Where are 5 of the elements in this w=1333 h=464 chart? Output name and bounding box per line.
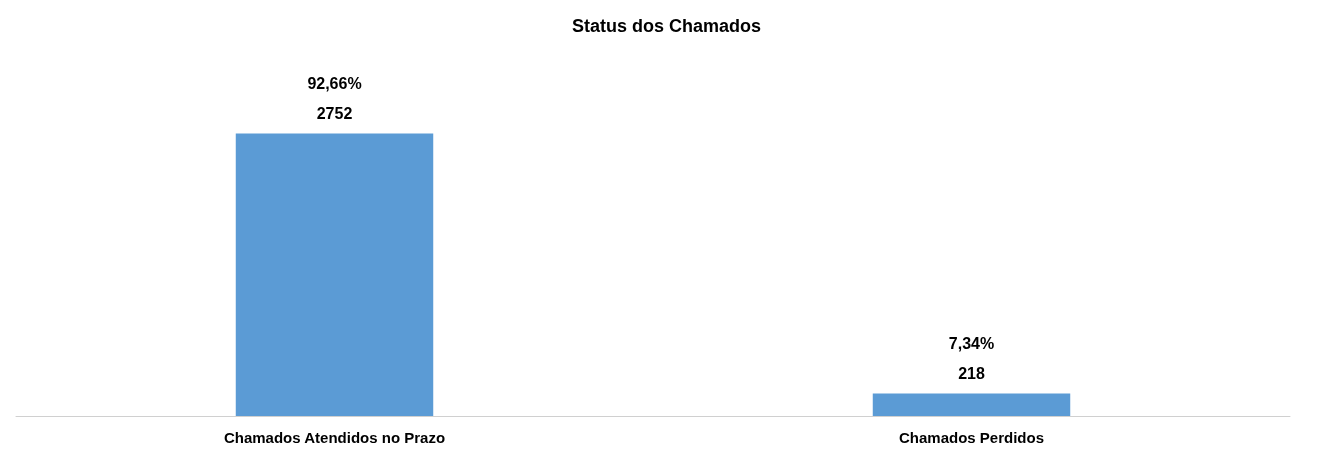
data-label: 92,66% 2752	[307, 74, 362, 122]
chart-title: Status dos Chamados	[571, 16, 762, 36]
data-label: 7,34% 218	[948, 335, 995, 383]
x-tick-label: Chamados Perdidos	[898, 429, 1045, 446]
x-tick-label: Chamados Atendidos no Prazo	[223, 429, 446, 446]
